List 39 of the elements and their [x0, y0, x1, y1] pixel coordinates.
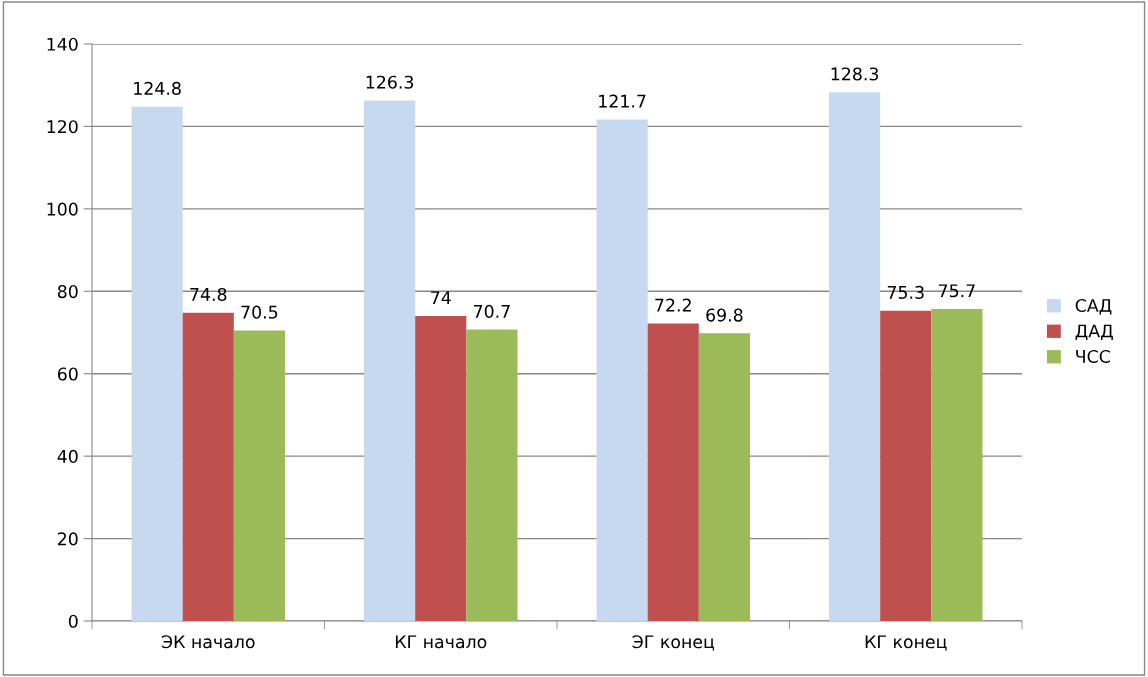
data-label: 121.7 — [599, 94, 646, 108]
data-label: 74 — [431, 291, 451, 305]
legend-label: САД — [1075, 298, 1112, 315]
bar — [880, 310, 932, 621]
bar — [829, 92, 881, 621]
y-tick-label: 0 — [68, 614, 78, 628]
bar — [931, 309, 983, 621]
x-tick-label: КГ конец — [865, 635, 947, 651]
bar — [466, 329, 518, 621]
y-tick-label: 40 — [57, 449, 78, 463]
bar — [131, 106, 183, 621]
y-tick-label: 140 — [47, 37, 78, 51]
data-label: 75.7 — [939, 284, 975, 298]
data-label: 75.3 — [887, 285, 924, 299]
x-tick-label: КГ начало — [395, 635, 487, 649]
y-tick-label: 60 — [57, 367, 78, 381]
y-tick-label: 80 — [57, 285, 78, 299]
y-tick-label: 120 — [47, 120, 78, 134]
data-label: 126.3 — [366, 75, 414, 89]
x-tick-label: ЭГ конец — [632, 635, 715, 651]
data-label: 74.8 — [190, 287, 227, 302]
x-tick-label: ЭК начало — [161, 635, 255, 649]
y-tick-label: 20 — [57, 532, 78, 546]
legend-label: ДАД — [1075, 324, 1113, 341]
bar — [364, 100, 416, 621]
legend-label: ЧСС — [1076, 349, 1110, 364]
data-label: 70.7 — [474, 304, 510, 318]
bar — [698, 333, 750, 621]
bar — [647, 323, 699, 621]
data-label: 70.5 — [241, 305, 278, 319]
data-label: 124.8 — [134, 81, 181, 95]
bar — [233, 330, 285, 621]
data-label: 69.8 — [706, 308, 743, 322]
bar — [596, 119, 648, 621]
bar — [415, 316, 467, 621]
data-label: 72.2 — [655, 298, 691, 312]
data-label: 128.3 — [831, 67, 879, 81]
y-tick-label: 100 — [47, 202, 78, 216]
bar — [182, 312, 234, 621]
